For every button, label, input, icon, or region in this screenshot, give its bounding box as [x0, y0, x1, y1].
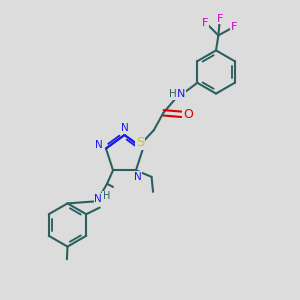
Text: N: N	[95, 140, 103, 151]
Text: O: O	[183, 108, 193, 121]
Text: H: H	[169, 89, 177, 99]
Text: F: F	[231, 22, 237, 32]
Text: N: N	[134, 172, 141, 182]
Text: N: N	[177, 89, 185, 99]
Text: N: N	[94, 194, 102, 204]
Text: F: F	[217, 14, 224, 24]
Text: H: H	[103, 191, 110, 201]
Text: N: N	[121, 123, 129, 134]
Text: F: F	[202, 18, 208, 28]
Text: S: S	[136, 136, 145, 149]
